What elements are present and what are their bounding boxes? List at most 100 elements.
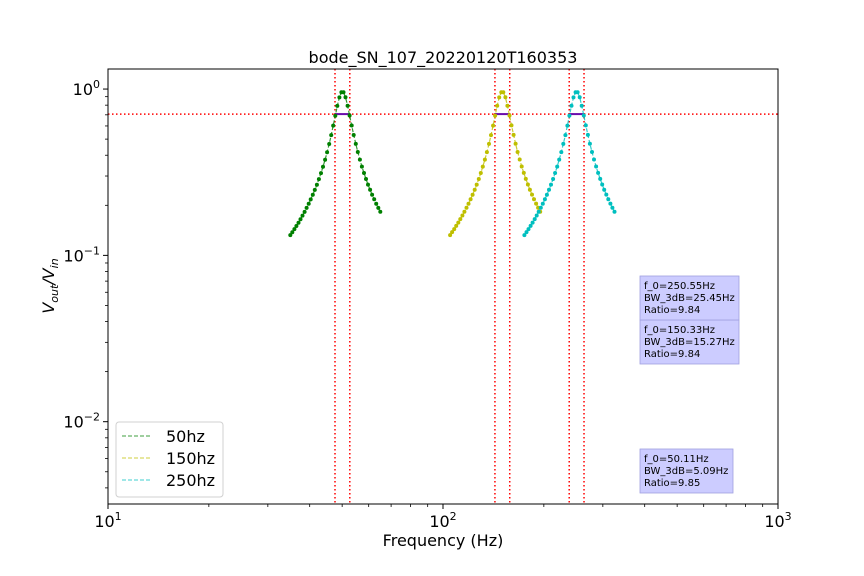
data-point-150hz-12 <box>472 187 477 192</box>
data-point-50hz-15 <box>319 171 323 176</box>
data-point-250hz-22 <box>567 113 572 118</box>
data-point-250hz-37 <box>598 176 603 181</box>
data-point-50hz-8 <box>304 205 309 210</box>
data-point-50hz-32 <box>353 141 358 146</box>
y-axis-label: Vout/Vin <box>39 258 61 313</box>
legend: 50hz 150hz 250hz <box>115 421 224 498</box>
data-point-250hz-8 <box>538 205 543 210</box>
data-point-150hz-35 <box>519 164 524 169</box>
chart-title: bode_SN_107_20220120T160353 <box>309 48 578 68</box>
x-tick-label-1: 102 <box>429 510 456 531</box>
data-point-250hz-9 <box>540 201 545 206</box>
data-point-50hz-39 <box>368 187 373 192</box>
annotation-box-150hz <box>639 319 740 365</box>
data-point-50hz-41 <box>372 197 377 202</box>
annotation-text-250hz-1: f_0=250.55Hz <box>644 281 715 292</box>
annotation-text-150hz-2: BW_3dB=15.27Hz <box>644 337 735 348</box>
data-point-50hz-44 <box>378 209 383 214</box>
data-point-250hz-21 <box>565 123 570 128</box>
data-point-50hz-33 <box>355 150 360 154</box>
data-point-250hz-44 <box>612 209 617 214</box>
data-point-50hz-19 <box>327 142 332 146</box>
data-point-50hz-28 <box>345 103 350 108</box>
data-point-250hz-0 <box>522 233 527 238</box>
data-point-50hz-13 <box>314 182 319 187</box>
data-point-250hz-26 <box>575 90 580 95</box>
data-point-250hz-11 <box>544 192 549 197</box>
data-point-50hz-23 <box>335 103 340 108</box>
annotation-text-150hz-3: Ratio=9.84 <box>644 349 700 360</box>
data-point-50hz-30 <box>349 123 354 128</box>
data-point-150hz-18 <box>484 150 489 155</box>
data-point-150hz-21 <box>491 123 496 128</box>
annotation-text-250hz-3: Ratio=9.84 <box>644 305 700 316</box>
data-point-50hz-26 <box>341 90 346 95</box>
data-point-250hz-36 <box>596 170 601 175</box>
data-point-250hz-10 <box>542 197 547 202</box>
x-tick-label-0: 101 <box>94 510 121 531</box>
data-point-150hz-28 <box>505 103 510 108</box>
data-point-250hz-13 <box>549 182 553 187</box>
legend-label-250hz: 250hz <box>166 471 215 490</box>
data-point-250hz-1 <box>524 230 529 235</box>
data-point-150hz-30 <box>509 123 514 128</box>
data-point-150hz-7 <box>462 209 467 214</box>
data-point-150hz-20 <box>489 133 493 138</box>
data-point-150hz-32 <box>513 141 518 146</box>
data-point-50hz-22 <box>333 113 338 118</box>
data-point-250hz-33 <box>590 150 594 154</box>
data-point-150hz-1 <box>450 230 455 235</box>
data-point-50hz-42 <box>374 201 379 206</box>
legend-label-150hz: 150hz <box>166 449 215 468</box>
data-point-150hz-16 <box>480 164 485 169</box>
data-point-150hz-5 <box>458 217 463 222</box>
data-point-150hz-22 <box>493 113 498 118</box>
data-point-150hz-9 <box>466 201 471 206</box>
data-point-150hz-41 <box>532 197 536 202</box>
data-point-250hz-29 <box>581 113 586 118</box>
data-point-250hz-18 <box>559 150 564 155</box>
data-point-250hz-23 <box>569 103 574 108</box>
data-point-250hz-27 <box>577 95 582 100</box>
data-point-250hz-14 <box>551 177 556 181</box>
data-point-150hz-0 <box>448 233 453 238</box>
data-point-150hz-10 <box>468 197 473 202</box>
y-axis-label-slash: /V <box>39 267 58 286</box>
data-point-250hz-40 <box>604 192 609 197</box>
data-point-50hz-9 <box>306 201 311 206</box>
data-point-250hz-17 <box>557 157 562 162</box>
data-point-150hz-2 <box>452 227 457 232</box>
data-point-150hz-26 <box>501 90 506 95</box>
data-point-150hz-36 <box>521 170 526 175</box>
data-point-150hz-37 <box>523 176 528 181</box>
data-point-150hz-39 <box>527 187 532 192</box>
data-point-50hz-11 <box>310 192 315 197</box>
data-point-150hz-23 <box>495 103 500 108</box>
data-point-250hz-41 <box>606 197 611 202</box>
data-point-250hz-3 <box>528 223 533 228</box>
data-point-250hz-31 <box>585 132 590 137</box>
data-point-50hz-2 <box>292 227 297 232</box>
data-point-150hz-19 <box>487 141 491 146</box>
data-point-150hz-4 <box>456 220 461 225</box>
data-point-150hz-24 <box>497 95 502 100</box>
data-point-250hz-19 <box>561 141 566 146</box>
y-tick-label-0: 10−2 <box>63 411 100 432</box>
data-point-250hz-7 <box>536 209 541 214</box>
data-point-250hz-38 <box>600 182 605 187</box>
data-point-250hz-15 <box>553 171 558 175</box>
annotation-text-50hz-1: f_0=50.11Hz <box>644 454 709 465</box>
data-point-50hz-43 <box>376 205 381 210</box>
data-point-150hz-27 <box>503 95 508 100</box>
data-point-50hz-7 <box>302 209 307 214</box>
data-point-250hz-28 <box>579 103 584 108</box>
data-point-50hz-0 <box>288 233 293 238</box>
data-point-50hz-31 <box>351 133 356 137</box>
data-point-250hz-43 <box>610 205 615 210</box>
data-point-50hz-29 <box>347 113 352 118</box>
legend-label-50hz: 50hz <box>166 427 205 446</box>
data-point-50hz-36 <box>362 171 366 175</box>
data-point-250hz-34 <box>592 157 596 162</box>
